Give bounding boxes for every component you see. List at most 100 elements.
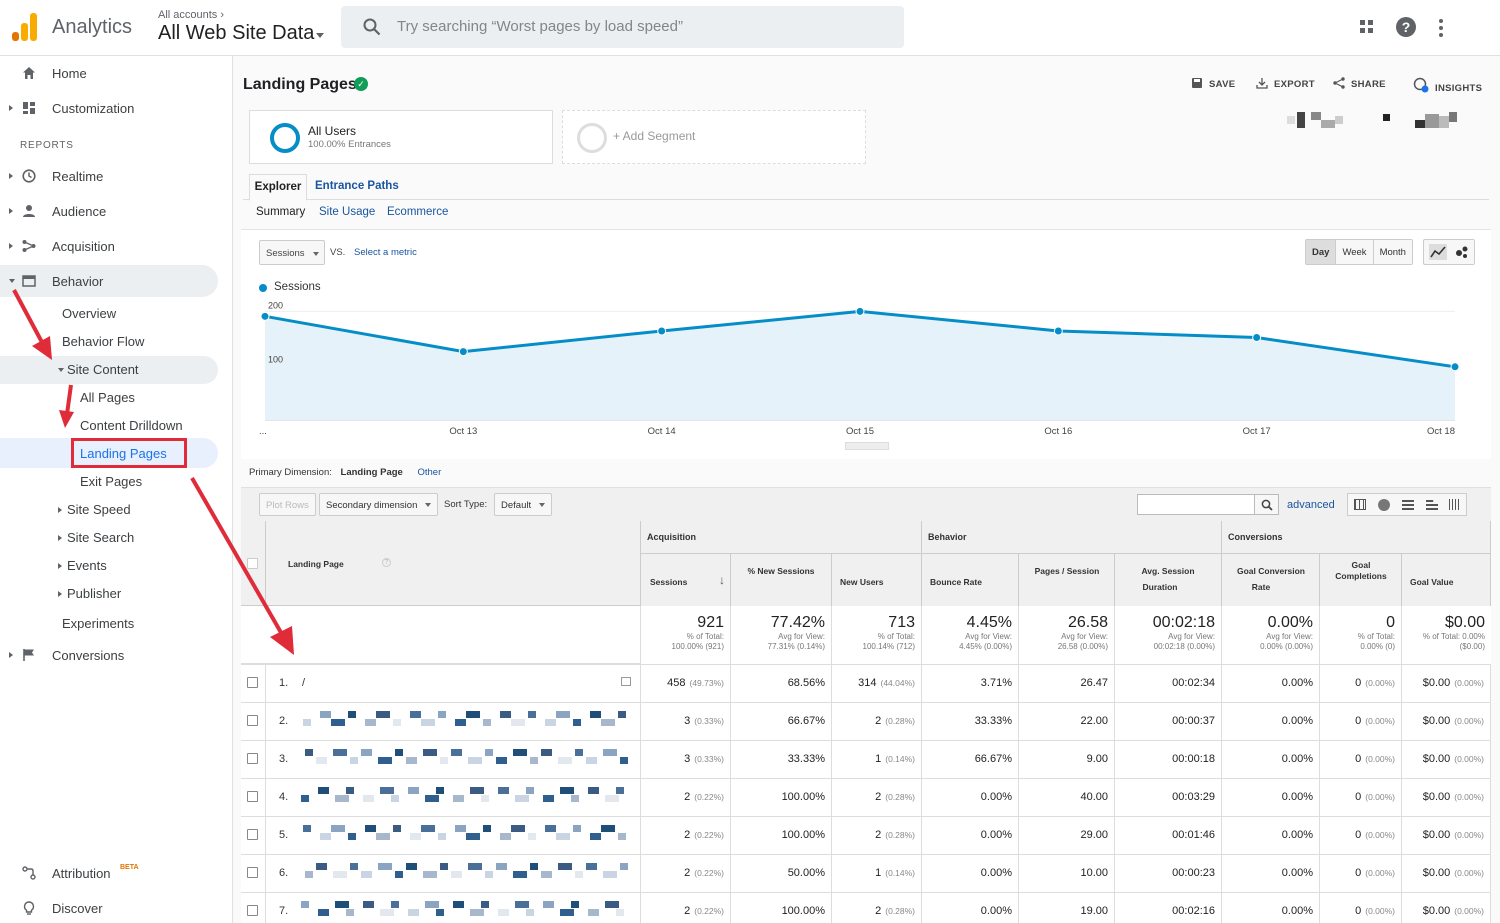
goal-conversion-rate-column-header[interactable]: Goal Conversion Rate bbox=[1222, 554, 1320, 606]
landing-page-cell[interactable]: 7. bbox=[266, 893, 641, 923]
pixelated-url[interactable] bbox=[301, 899, 636, 923]
row-checkbox[interactable] bbox=[247, 791, 258, 802]
sidebar-item-behavior-flow[interactable]: Behavior Flow bbox=[62, 334, 145, 349]
help-icon[interactable]: ? bbox=[382, 558, 391, 567]
pivot-view-icon[interactable] bbox=[1449, 499, 1461, 510]
pixelated-url[interactable] bbox=[301, 785, 636, 811]
metric-dropdown[interactable]: Sessions bbox=[259, 240, 325, 265]
select-metric-link[interactable]: Select a metric bbox=[354, 247, 417, 258]
landing-page-cell[interactable]: 4. bbox=[266, 779, 641, 816]
more-vert-icon[interactable] bbox=[1438, 19, 1444, 37]
data-point[interactable] bbox=[657, 326, 667, 336]
sidebar-item-site-content[interactable]: Site Content bbox=[58, 362, 139, 377]
sidebar-item-realtime[interactable]: Realtime bbox=[0, 160, 218, 192]
account-breadcrumb[interactable]: All accounts › bbox=[158, 9, 225, 21]
analytics-logo-icon[interactable] bbox=[12, 13, 38, 41]
comparison-view-icon[interactable] bbox=[1426, 500, 1438, 510]
table-row[interactable]: 1. / 458 (49.73%) 68.56% 314 (44.04%) 3.71% 26.4… bbox=[241, 664, 1491, 702]
row-checkbox[interactable] bbox=[247, 715, 258, 726]
apps-grid-icon[interactable] bbox=[1360, 20, 1374, 34]
period-week-button[interactable]: Week bbox=[1336, 240, 1374, 264]
help-icon[interactable]: ? bbox=[1396, 17, 1416, 37]
app-name[interactable]: Analytics bbox=[52, 16, 133, 38]
date-range-pixelated[interactable] bbox=[1287, 112, 1477, 132]
table-row[interactable]: 7. 2 (0.22%) 100.00% 2 (0.28%) 0.00% 19.00 00:02… bbox=[241, 892, 1491, 923]
other-dimension-dropdown[interactable]: Other bbox=[417, 467, 442, 478]
pie-view-icon[interactable] bbox=[1378, 499, 1390, 511]
goal-value-column-header[interactable]: Goal Value bbox=[1402, 554, 1491, 606]
share-button[interactable]: SHARE bbox=[1333, 77, 1386, 90]
data-point[interactable] bbox=[458, 347, 468, 357]
secondary-dimension-dropdown[interactable]: Secondary dimension bbox=[319, 493, 439, 516]
sidebar-item-audience[interactable]: Audience bbox=[0, 195, 218, 227]
sidebar-item-attribution[interactable]: Attribution BETA bbox=[0, 857, 218, 889]
sidebar-item-overview[interactable]: Overview bbox=[62, 306, 117, 321]
sidebar-item-exit-pages[interactable]: Exit Pages bbox=[80, 474, 143, 489]
pixelated-url[interactable] bbox=[301, 709, 636, 735]
sidebar-item-experiments[interactable]: Experiments bbox=[62, 616, 135, 631]
search-input[interactable]: Try searching “Worst pages by load speed… bbox=[397, 18, 683, 35]
motion-chart-icon[interactable] bbox=[1453, 244, 1471, 260]
table-row[interactable]: 3. 3 (0.33%) 33.33% 1 (0.14%) 66.67% 9.00 00:00:… bbox=[241, 740, 1491, 778]
sidebar-item-content-drilldown[interactable]: Content Drilldown bbox=[80, 418, 183, 433]
add-segment-button[interactable]: + Add Segment bbox=[562, 110, 866, 164]
row-checkbox[interactable] bbox=[247, 905, 258, 916]
pixelated-url[interactable] bbox=[301, 823, 636, 849]
select-all-checkbox[interactable] bbox=[247, 558, 258, 569]
data-point[interactable] bbox=[855, 306, 865, 316]
data-point[interactable] bbox=[1252, 332, 1262, 342]
tab-entrance-paths[interactable]: Entrance Paths bbox=[315, 180, 399, 192]
insights-button[interactable]: INSIGHTS bbox=[1413, 77, 1482, 94]
bounce-rate-column-header[interactable]: Bounce Rate bbox=[922, 554, 1019, 606]
landing-page-cell[interactable]: 6. bbox=[266, 855, 641, 892]
sidebar-item-events[interactable]: Events bbox=[58, 558, 107, 573]
sessions-column-header[interactable]: Sessions ↓ bbox=[641, 554, 731, 606]
sidebar-item-all-pages[interactable]: All Pages bbox=[80, 390, 135, 405]
table-row[interactable]: 4. 2 (0.22%) 100.00% 2 (0.28%) 0.00% 40.00 00:03… bbox=[241, 778, 1491, 816]
sort-type-dropdown[interactable]: Default bbox=[494, 493, 553, 516]
data-point[interactable] bbox=[1053, 326, 1063, 336]
landing-page-cell[interactable]: 5. bbox=[266, 817, 641, 854]
sidebar-item-customization[interactable]: Customization bbox=[0, 92, 218, 124]
goal-completions-column-header[interactable]: Goal Completions bbox=[1320, 554, 1402, 606]
line-chart-icon[interactable] bbox=[1429, 244, 1447, 260]
avg-session-duration-column-header[interactable]: Avg. Session Duration bbox=[1115, 554, 1222, 606]
chart-resize-handle[interactable] bbox=[845, 442, 889, 450]
period-month-button[interactable]: Month bbox=[1379, 247, 1406, 258]
row-checkbox[interactable] bbox=[247, 867, 258, 878]
table-row[interactable]: 2. 3 (0.33%) 66.67% 2 (0.28%) 33.33% 22.00 00:00… bbox=[241, 702, 1491, 740]
period-day-button[interactable]: Day bbox=[1306, 240, 1337, 264]
plot-rows-button[interactable]: Plot Rows bbox=[259, 493, 316, 516]
data-point[interactable] bbox=[260, 311, 270, 321]
landing-page-column-header[interactable]: Landing Page ? bbox=[266, 521, 641, 606]
chevron-down-icon[interactable] bbox=[316, 33, 324, 38]
sidebar-item-publisher[interactable]: Publisher bbox=[58, 586, 121, 601]
sidebar-item-landing-pages[interactable]: Landing Pages bbox=[80, 446, 167, 461]
table-row[interactable]: 5. 2 (0.22%) 100.00% 2 (0.28%) 0.00% 29.00 00:01… bbox=[241, 816, 1491, 854]
save-button[interactable]: SAVE bbox=[1191, 77, 1235, 90]
data-view-icon[interactable] bbox=[1354, 499, 1366, 510]
subtab-summary[interactable]: Summary bbox=[256, 206, 306, 218]
tab-explorer[interactable]: Explorer bbox=[249, 174, 307, 201]
sidebar-item-home[interactable]: Home bbox=[0, 57, 218, 89]
performance-view-icon[interactable] bbox=[1402, 500, 1414, 510]
subtab-ecommerce[interactable]: Ecommerce bbox=[387, 206, 449, 218]
new-users-column-header[interactable]: New Users bbox=[832, 554, 922, 606]
new-sessions-column-header[interactable]: % New Sessions bbox=[731, 554, 832, 606]
sidebar-item-behavior[interactable]: Behavior bbox=[0, 265, 218, 297]
property-selector[interactable]: All Web Site Data bbox=[158, 22, 315, 44]
sessions-line-chart[interactable]: 200 100... Oct 13 Oct 14 Oct 15 Oct 16 Oct 17 O… bbox=[259, 300, 1471, 440]
sidebar-item-conversions[interactable]: Conversions bbox=[0, 639, 218, 671]
landing-page-cell[interactable]: 3. bbox=[266, 741, 641, 778]
table-search-input[interactable] bbox=[1137, 494, 1255, 515]
sidebar-item-site-speed[interactable]: Site Speed bbox=[58, 502, 131, 517]
primary-dimension-value[interactable]: Landing Page bbox=[340, 467, 403, 478]
external-link-icon[interactable] bbox=[621, 677, 631, 686]
segment-all-users[interactable]: All Users 100.00% Entrances bbox=[249, 110, 553, 164]
landing-page-cell[interactable]: 1. / bbox=[266, 665, 641, 702]
sidebar-item-discover[interactable]: Discover bbox=[0, 892, 218, 923]
sort-desc-icon[interactable]: ↓ bbox=[719, 573, 725, 587]
export-button[interactable]: EXPORT bbox=[1256, 77, 1315, 90]
advanced-filter-link[interactable]: advanced bbox=[1287, 499, 1335, 511]
subtab-site-usage[interactable]: Site Usage bbox=[319, 206, 376, 218]
